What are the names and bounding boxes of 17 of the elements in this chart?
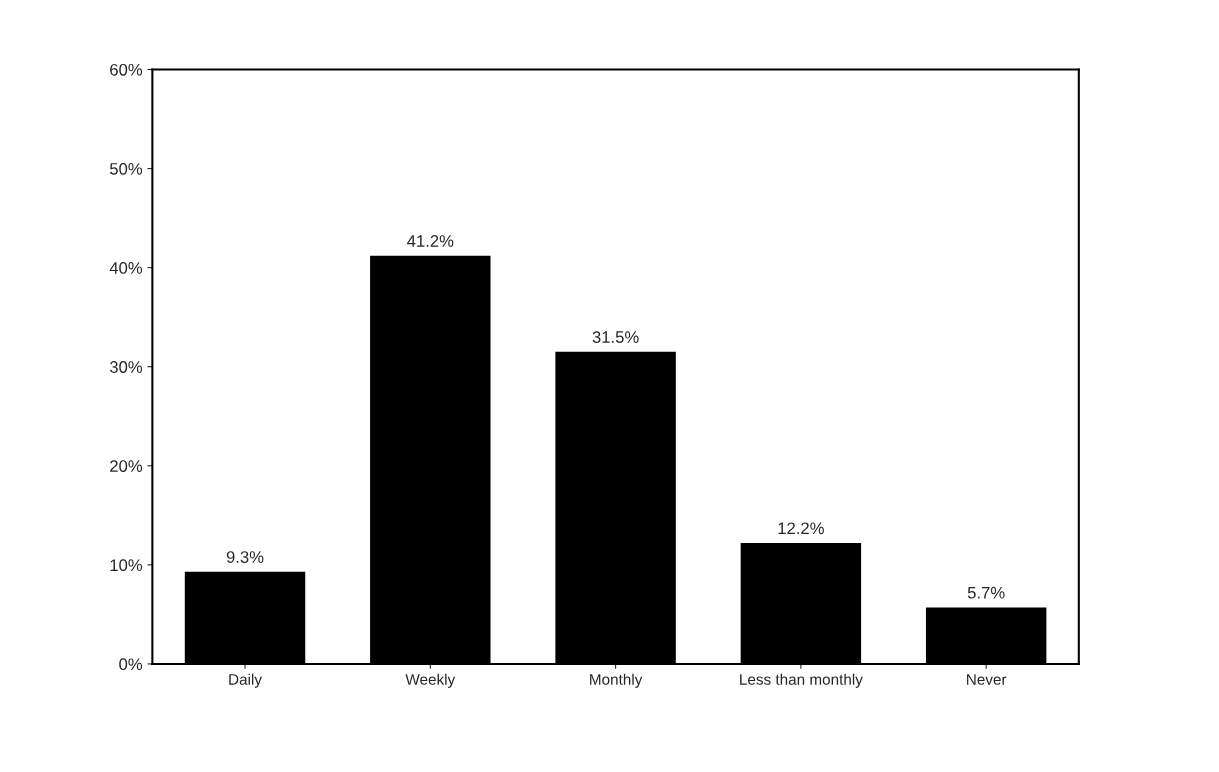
data-label: 12.2%: [778, 522, 824, 535]
data-label: 31.5%: [592, 331, 639, 343]
y-tick-label: 60%: [110, 63, 143, 76]
y-tick-label: 40%: [109, 262, 143, 274]
y-tick-label: 10%: [110, 559, 143, 572]
y-tick-label: 50%: [109, 162, 143, 175]
x-tick-label: Monthly: [590, 673, 643, 688]
y-tick-label: 0%: [119, 658, 143, 671]
x-tick-label: Daily: [229, 673, 262, 688]
y-tick-label: 30%: [109, 361, 143, 373]
data-label: 9.3%: [226, 551, 264, 563]
data-label: 41.2%: [407, 235, 454, 247]
x-tick-label: Never: [967, 674, 1007, 685]
x-tick-label: Less than monthly: [740, 673, 863, 688]
x-tick-label: Weekly: [405, 673, 456, 688]
data-label: 5.7%: [967, 586, 1005, 599]
y-tick-label: 20%: [110, 460, 143, 472]
